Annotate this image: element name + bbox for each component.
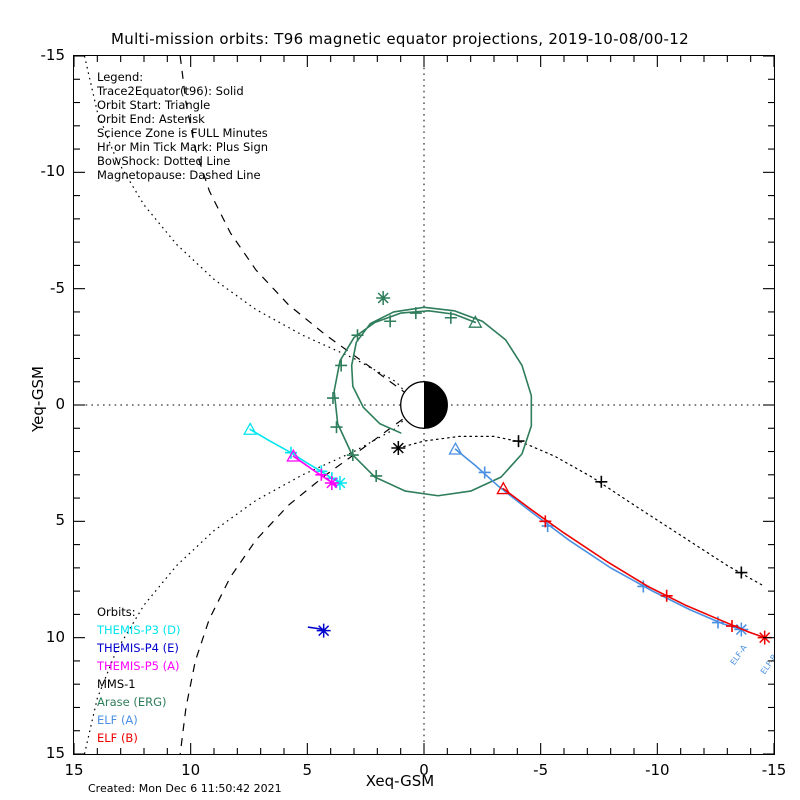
orbit-plot-svg: ELF-A ELF-B — [74, 56, 774, 754]
tick-plus-marker — [351, 329, 364, 342]
boundary-magnetopause — [179, 56, 421, 754]
orbits-legend-block: Orbits: THEMIS-P3 (D) THEMIS-P4 (E) THEMIS… — [97, 605, 180, 745]
tick-plus-marker — [735, 566, 748, 579]
legend-lines: Trace2Equator(t96): Solid Orbit Start: Tr… — [97, 84, 268, 182]
tick-plus-marker — [444, 311, 457, 324]
tick-plus-marker — [512, 435, 525, 448]
tick-plus-marker — [595, 475, 608, 488]
legend-item: BowShock: Dotted Line — [97, 154, 231, 168]
orbit-track-arase-erg- — [327, 290, 533, 497]
orbits-legend-item: THEMIS-P4 (E) — [97, 641, 179, 655]
orbits-legend-item: ELF (A) — [97, 713, 138, 727]
tick-plus-marker — [315, 468, 328, 481]
orbits-legend-item: Arase (ERG) — [97, 695, 167, 709]
orbit-track-themis-p4-e- — [307, 623, 331, 638]
tick-plus-marker — [330, 421, 343, 434]
tick-plus-marker — [384, 315, 397, 328]
tick-plus-marker — [346, 449, 359, 462]
tick-plus-marker — [327, 392, 339, 405]
tick-plus-marker — [726, 620, 738, 633]
tick-plus-marker — [409, 307, 422, 320]
page-title: Multi-mission orbits: T96 magnetic equat… — [111, 30, 689, 48]
orbits-legend-item: THEMIS-P5 (A) — [97, 659, 180, 673]
orbit-start-triangle — [496, 481, 511, 495]
orbit-end-asterisk — [757, 630, 772, 645]
orbits-legend-item: ELF (B) — [97, 731, 138, 745]
y-tick-label: -15 — [40, 46, 66, 64]
orbits-legend-item: THEMIS-P3 (D) — [97, 623, 181, 637]
y-tick-label: 5 — [55, 511, 65, 530]
orbit-track-elf-b- — [496, 481, 772, 645]
earth-symbol — [400, 381, 448, 429]
y-tick-label: 10 — [45, 627, 65, 646]
orbit-end-asterisk — [376, 290, 391, 305]
orbits-legend-entries: THEMIS-P3 (D) THEMIS-P4 (E) THEMIS-P5 (A) M… — [97, 623, 180, 745]
orbit-end-asterisk — [333, 475, 347, 490]
created-timestamp: Created: Mon Dec 6 11:50:42 2021 — [88, 782, 282, 795]
legend-item: Hr or Min Tick Mark: Plus Sign — [97, 140, 269, 154]
orbit-end-asterisk — [324, 475, 339, 490]
earth-dark-side — [424, 381, 448, 429]
tick-plus-marker — [370, 469, 383, 482]
orbit-end-asterisk — [391, 441, 406, 456]
y-tick-label: -5 — [50, 278, 65, 297]
orbits-legend-item: MMS-1 — [97, 677, 136, 691]
tick-plus-marker — [660, 589, 673, 602]
tick-plus-marker — [539, 515, 552, 528]
orbit-end-asterisk — [316, 623, 331, 638]
x-axis-label: Xeq-GSM — [365, 772, 435, 790]
orbit-start-triangle — [286, 448, 301, 462]
legend-block: Legend: Trace2Equator(t96): Solid Orbit S… — [97, 70, 268, 182]
legend-item: Trace2Equator(t96): Solid — [97, 84, 244, 98]
orbit-start-triangle — [468, 315, 483, 328]
orbit-start-triangle — [243, 422, 258, 435]
orbit-track-elf-a- — [448, 441, 749, 637]
y-tick-label: 15 — [45, 744, 65, 762]
y-axis-label: Yeq-GSM — [29, 366, 47, 432]
y-tick-label: -10 — [40, 162, 66, 181]
orbit-annotation: ELF-B — [759, 653, 774, 676]
legend-item: Magnetopause: Dashed Line — [97, 168, 261, 182]
legend-item: Orbit End: Asterisk — [97, 112, 205, 126]
orbit-annotation: ELF-A — [729, 643, 749, 667]
tick-plus-marker — [335, 359, 348, 372]
legend-heading: Legend: — [97, 70, 144, 84]
legend-item: Orbit Start: Triangle — [97, 98, 211, 112]
plot-area: ELF-A ELF-B — [73, 55, 775, 755]
orbit-track-themis-p5-a- — [286, 448, 339, 490]
orbit-track-mms-1 — [391, 435, 766, 588]
legend-item: Science Zone is FULL Minutes — [97, 126, 268, 140]
orbits-legend-heading: Orbits: — [97, 605, 136, 619]
orbit-start-triangle — [448, 441, 463, 455]
tick-plus-marker — [478, 466, 491, 479]
